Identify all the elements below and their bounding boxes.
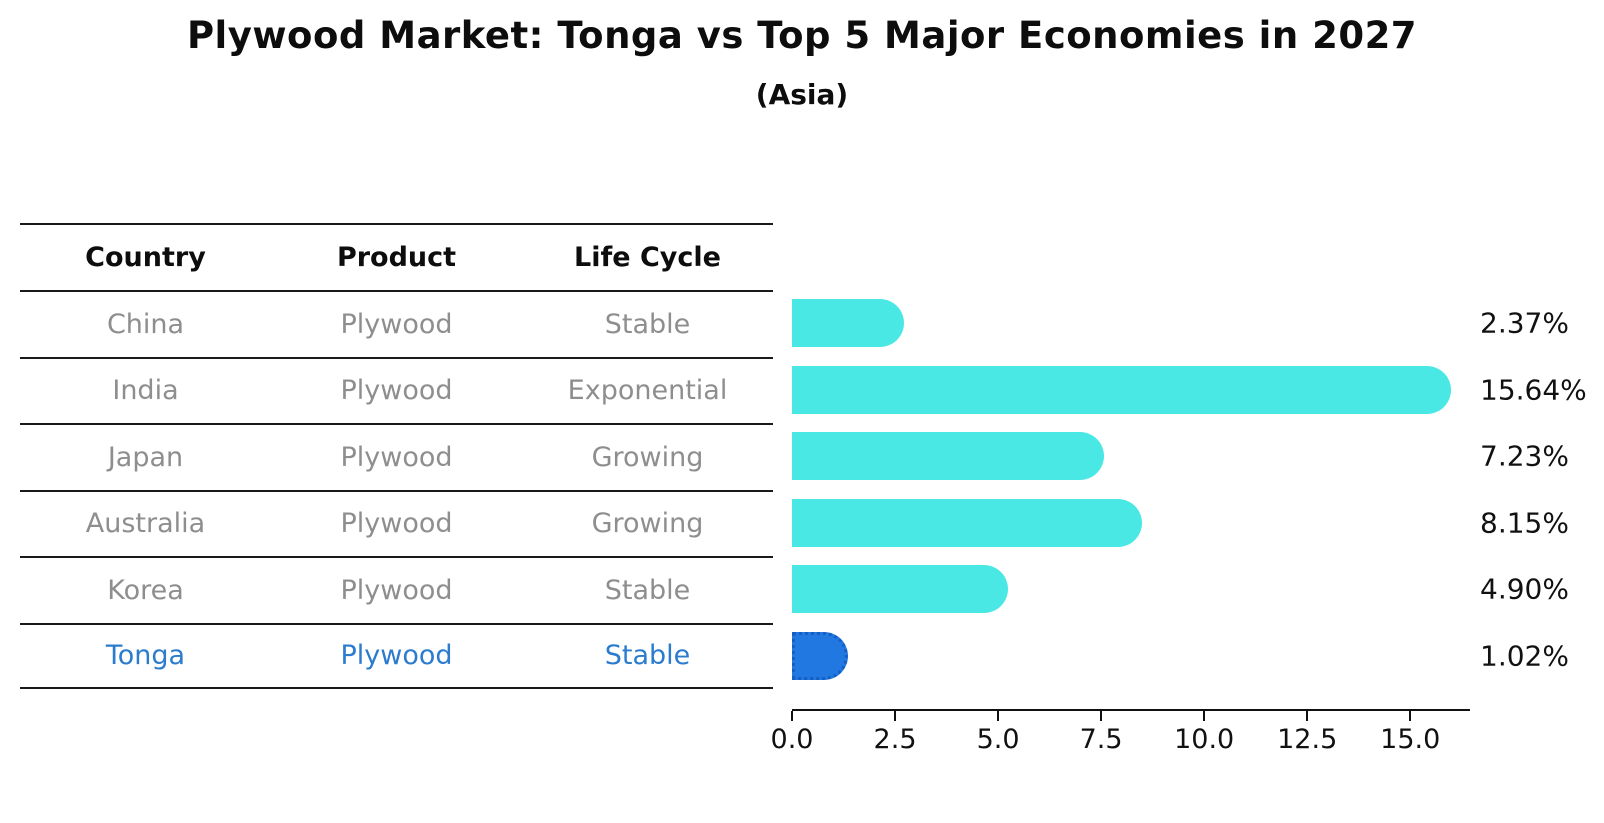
x-axis-tick-label: 12.5: [1277, 724, 1338, 755]
x-axis-tick: [791, 711, 793, 721]
cell-country: Tonga: [105, 640, 186, 672]
cell-country: Australia: [85, 508, 206, 540]
bar-tonga: [792, 631, 849, 680]
x-axis-tick-label: 7.5: [1079, 724, 1123, 755]
cell-life-cycle: Stable: [604, 308, 691, 340]
cell-product: Plywood: [340, 640, 453, 672]
table-row: Japan Plywood Growing: [20, 423, 773, 490]
chart-title: Plywood Market: Tonga vs Top 5 Major Eco…: [186, 14, 1418, 57]
cell-product: Plywood: [340, 441, 453, 473]
bar-value-label: 4.90%: [1480, 572, 1569, 606]
column-header-life-cycle: Life Cycle: [574, 242, 721, 273]
cell-life-cycle: Stable: [604, 574, 691, 606]
bar-value-label: 7.23%: [1480, 439, 1569, 473]
x-axis-tick-label: 2.5: [873, 724, 917, 755]
bar-korea: [792, 565, 1008, 614]
cell-product: Plywood: [340, 508, 453, 540]
x-axis-line: [792, 709, 1470, 711]
cell-product: Plywood: [340, 308, 453, 340]
cell-life-cycle: Growing: [591, 508, 704, 540]
x-axis-tick: [997, 711, 1000, 721]
cell-life-cycle: Growing: [591, 441, 704, 473]
x-axis-tick: [1100, 711, 1103, 721]
table-row-tonga: Tonga Plywood Stable: [20, 622, 773, 689]
x-axis-tick: [894, 711, 897, 721]
cell-life-cycle: Stable: [604, 640, 691, 672]
table-row: India Plywood Exponential: [20, 356, 773, 424]
bar-value-label: 1.02%: [1480, 639, 1569, 673]
cell-country: Japan: [107, 441, 184, 473]
country-table: Country Product Life Cycle China Plywood…: [20, 223, 773, 689]
x-axis-tick-label: 0.0: [770, 724, 814, 755]
bar-value-label: 2.37%: [1480, 306, 1569, 340]
cell-product: Plywood: [340, 574, 453, 606]
column-header-product: Product: [336, 242, 457, 273]
cell-country: Korea: [107, 574, 184, 606]
table-header-row: Country Product Life Cycle: [20, 223, 773, 290]
bar-india: [792, 365, 1451, 414]
chart-subtitle: (Asia): [755, 78, 849, 111]
bar-plot-area: [792, 290, 1470, 690]
cell-life-cycle: Exponential: [567, 375, 728, 407]
x-axis-tick-label: 15.0: [1380, 724, 1441, 755]
table-row: Korea Plywood Stable: [20, 556, 773, 623]
table-row: China Plywood Stable: [20, 290, 773, 357]
bar-value-label: 8.15%: [1480, 506, 1569, 540]
x-axis-tick: [1203, 711, 1206, 721]
x-axis-tick: [1306, 711, 1309, 721]
bar-australia: [792, 498, 1142, 547]
cell-country: India: [112, 375, 179, 407]
bar-value-label: 15.64%: [1480, 373, 1587, 407]
cell-country: China: [106, 308, 185, 340]
x-axis-tick: [1409, 711, 1412, 721]
column-header-country: Country: [85, 242, 206, 273]
bar-china: [792, 299, 904, 348]
table-row: Australia Plywood Growing: [20, 489, 773, 557]
x-axis-tick-label: 10.0: [1174, 724, 1235, 755]
cell-product: Plywood: [340, 375, 453, 407]
x-axis-tick-label: 5.0: [976, 724, 1020, 755]
bar-japan: [792, 432, 1104, 481]
